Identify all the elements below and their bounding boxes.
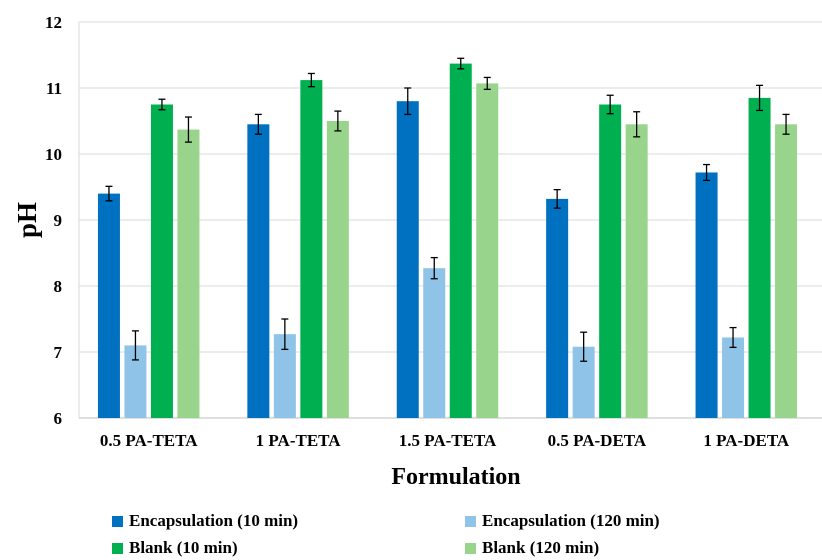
y-axis-title: pH <box>12 202 42 238</box>
bar <box>449 63 472 418</box>
legend-swatch <box>112 515 123 527</box>
bar <box>722 337 745 418</box>
bar <box>423 268 446 418</box>
bar <box>150 104 173 418</box>
bar <box>476 83 499 418</box>
y-tick-label: 8 <box>54 277 63 296</box>
legend-swatch <box>112 542 123 554</box>
bar <box>625 124 648 419</box>
x-tick-label: 0.5 PA-TETA <box>100 431 198 450</box>
legend-label: Blank (10 min) <box>129 538 238 557</box>
bar <box>177 129 200 418</box>
legend-item-encap-120: Encapsulation (120 min) <box>465 511 660 531</box>
x-tick-label: 1.5 PA-TETA <box>399 431 497 450</box>
bar <box>396 101 419 418</box>
legend: Encapsulation (10 min) Encapsulation (12… <box>0 505 822 560</box>
y-tick-label: 7 <box>54 343 63 362</box>
x-tick-label: 1 PA-TETA <box>256 431 342 450</box>
bar <box>546 198 569 418</box>
bar <box>97 193 120 418</box>
bar <box>748 97 771 419</box>
legend-label: Encapsulation (10 min) <box>129 511 299 530</box>
x-tick-label: 0.5 PA-DETA <box>548 431 647 450</box>
bar <box>775 124 798 419</box>
legend-item-blank-10: Blank (10 min) <box>112 538 238 558</box>
chart-canvas: 6 7 8 9 10 11 12 0.5 PA-TETA 1 PA-TETA 1.5 PA-TET… <box>12 13 822 490</box>
legend-item-blank-120: Blank (120 min) <box>465 538 599 558</box>
bar <box>124 345 147 418</box>
y-tick-label: 9 <box>54 211 63 230</box>
y-tick-label: 10 <box>45 145 62 164</box>
x-axis-title: Formulation <box>391 464 520 490</box>
bar <box>300 80 323 418</box>
bar <box>273 334 296 418</box>
y-tick-label: 11 <box>46 79 62 98</box>
bar <box>599 104 622 418</box>
bar <box>572 346 595 418</box>
legend-item-encap-10: Encapsulation (10 min) <box>112 511 298 531</box>
y-tick-label: 12 <box>45 13 62 32</box>
y-tick-label: 6 <box>54 409 63 428</box>
x-tick-label: 1 PA-DETA <box>703 431 790 450</box>
legend-swatch <box>465 542 476 554</box>
error-bars <box>105 57 790 362</box>
bar <box>247 124 270 419</box>
legend-label: Blank (120 min) <box>482 538 600 557</box>
bar <box>326 121 349 418</box>
bar <box>695 172 718 418</box>
legend-swatch <box>465 515 476 527</box>
legend-label: Encapsulation (120 min) <box>482 511 660 530</box>
tick-labels: 6 7 8 9 10 11 12 0.5 PA-TETA 1 PA-TETA 1.5 PA-TET… <box>45 13 790 450</box>
bars <box>97 63 798 419</box>
